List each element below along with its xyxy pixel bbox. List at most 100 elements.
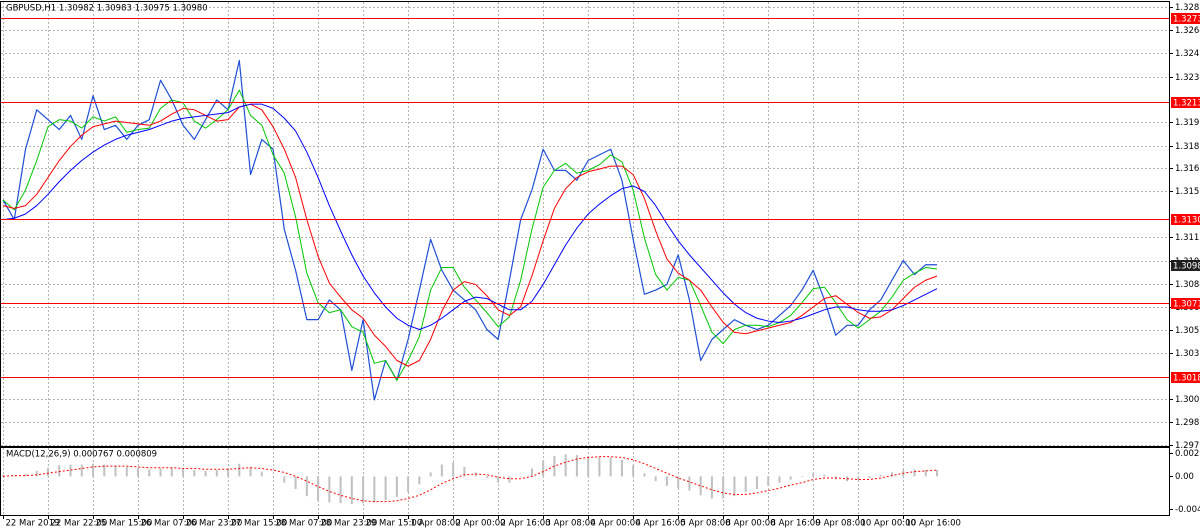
macd-bar [92,463,95,477]
macd-bar [497,476,500,483]
level-label: 1.32730 [1173,15,1200,25]
macd-bar [463,466,466,477]
macd-bar [80,464,83,477]
macd-bar [362,476,365,504]
macd-bar [812,473,815,477]
macd-bar [137,468,140,477]
price-line [2,103,938,331]
macd-bar [643,473,646,477]
macd-bar [868,476,871,478]
macd-bar [710,476,713,499]
macd-bar [429,472,432,477]
macd-bar [575,455,578,477]
level-label-box [1171,298,1200,309]
y-tick-label: 1.32480 [1175,49,1200,59]
y-tick-label: 1.31665 [1175,164,1200,174]
x-tick-label: 26 Mar 23:00 [186,519,243,529]
y-tick-label: 1.29700 [1175,441,1200,451]
level-label-box [1171,372,1200,383]
x-tick-label: 28 Mar 07:00 [276,519,333,529]
macd-bar [890,472,893,477]
macd-bar [260,471,263,477]
x-tick-label: 10 Apr 00:00 [861,519,916,529]
macd-bar [47,467,50,477]
x-tick-label: 8 Apr 16:00 [771,519,821,529]
x-tick-label: 2 Apr 00:00 [456,519,506,529]
y-tick-label: 1.30355 [1175,349,1200,359]
macd-bar [350,476,353,504]
macd-bar [283,476,286,483]
y-tick-label: -0.00408 [1175,505,1200,515]
macd-bar [519,476,522,477]
x-tick-label: 1 Apr 08:00 [411,519,461,529]
macd-bar [193,470,196,477]
macd-bar [632,465,635,477]
x-tick-label: 10 Apr 16:00 [906,519,961,529]
macd-bar [452,462,455,477]
macd-bar [845,476,848,482]
y-tick-label: 1.32315 [1175,73,1200,83]
macd-bar [778,476,781,483]
macd-bar [2,474,4,477]
macd-bar [744,476,747,493]
y-tick-label: 1.31825 [1175,142,1200,152]
x-tick-label: 5 Apr 08:00 [681,519,731,529]
macd-bar [317,476,320,501]
y-tick-label: 1.30520 [1175,326,1200,336]
x-tick-label: 22 Mar 2019 [6,519,60,529]
macd-bar [373,476,376,503]
y-tick-label: 1.32810 [1175,3,1200,13]
data-layer [0,18,1170,504]
macd-bar [609,457,612,477]
macd-bar [440,464,443,477]
macd-bar [587,455,590,477]
current-price-box [1171,260,1200,271]
macd-bar [272,476,275,477]
macd-bar [227,468,230,477]
x-tick-label: 22 Mar 22:00 [51,519,108,529]
macd-bar [688,476,691,491]
macd-bar [654,476,657,482]
macd-bar [879,474,882,477]
macd-bar [800,476,803,477]
macd-bar [598,456,601,477]
x-tick-label: 26 Mar 07:00 [141,519,198,529]
x-tick-label: 4 Apr 16:00 [636,519,686,529]
level-label: 1.30711 [1173,300,1200,310]
macd-bar [294,476,297,489]
macd-bar [395,476,398,497]
macd-bar [530,468,533,477]
macd-bar [159,468,162,477]
macd-bar [418,476,421,485]
chart-title: GBPUSD,H1 1.30982 1.30983 1.30975 1.3098… [6,4,208,14]
level-label: 1.31302 [1173,216,1200,226]
y-tick-label: 0.002977 [1175,449,1200,459]
level-label-box [1171,214,1200,225]
macd-bar [58,465,61,477]
macd-bar [936,470,938,477]
macd-bar [24,474,27,477]
macd-bar [508,476,511,483]
macd-bar [103,464,106,477]
macd-bar [69,464,72,477]
macd-bar [564,454,567,477]
macd-bar [125,466,128,477]
current-price-label: 1.30980 [1173,262,1200,272]
macd-bar [542,460,545,477]
level-label: 1.30185 [1173,374,1200,384]
macd-bar [665,476,668,486]
price-line [2,103,938,367]
grid-layer [1,2,1170,515]
macd-bar [857,476,860,481]
macd-bar [339,476,342,504]
macd-bar [35,470,38,477]
macd-bar [238,463,241,477]
x-tick-label: 9 Apr 08:00 [816,519,866,529]
x-tick-label: 8 Apr 00:00 [726,519,776,529]
macd-bar [755,476,758,489]
macd-bar [148,469,151,477]
